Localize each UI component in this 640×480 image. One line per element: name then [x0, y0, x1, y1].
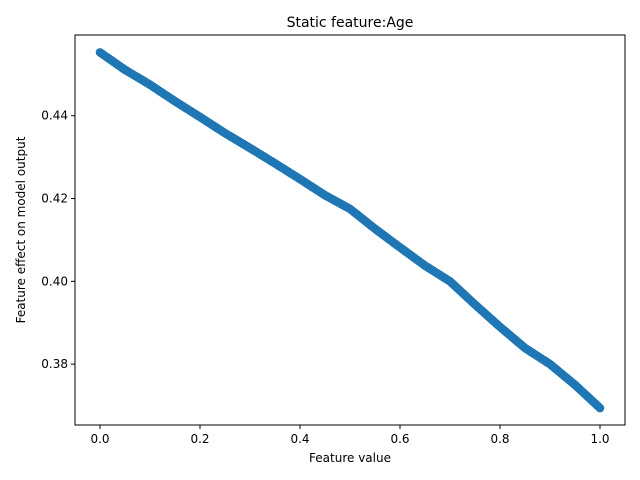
y-tick-label: 0.38: [41, 357, 68, 371]
x-tick-label: 0.6: [390, 432, 409, 446]
x-tick-label: 0.4: [290, 432, 309, 446]
y-tick-label: 0.44: [41, 109, 68, 123]
x-tick-label: 1.0: [590, 432, 609, 446]
y-tick-label: 0.42: [41, 192, 68, 206]
x-axis-label: Feature value: [309, 451, 391, 465]
chart-title: Static feature:Age: [287, 15, 414, 31]
x-tick-label: 0.8: [490, 432, 509, 446]
axis-ticks: 0.0 0.2 0.4 0.6 0.8 1.0 0.38 0.40 0.42 0.44: [41, 109, 609, 446]
data-point: [595, 403, 605, 413]
data-points: [95, 48, 605, 413]
x-tick-label: 0.0: [90, 432, 109, 446]
y-axis-label: Feature effect on model output: [14, 136, 28, 323]
x-tick-label: 0.2: [190, 432, 209, 446]
plot-area-frame: [74, 34, 626, 426]
y-tick-label: 0.40: [41, 274, 68, 288]
